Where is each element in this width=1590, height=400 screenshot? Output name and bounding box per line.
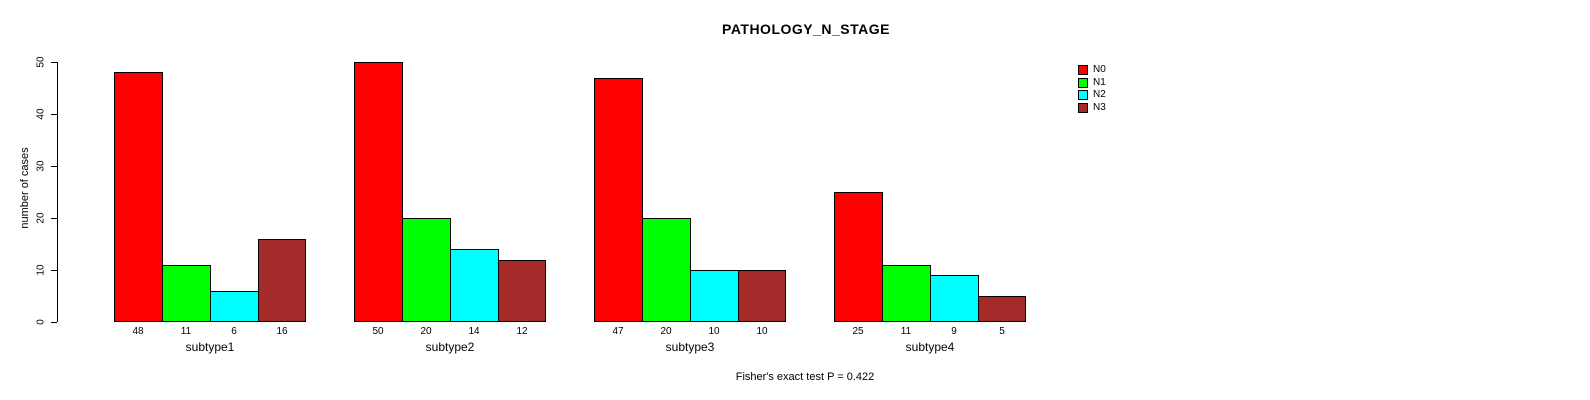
bar-value-label-subtype2-N1: 20 [420, 326, 432, 337]
bar-value-label-subtype4-N0: 25 [852, 326, 864, 337]
bar-value-label-subtype3-N2: 10 [708, 326, 720, 337]
bar-value-label-subtype1-N3: 16 [276, 326, 288, 337]
bar-subtype1-N2 [210, 290, 259, 322]
legend-label-N3: N3 [1093, 101, 1106, 113]
group-label-subtype2: subtype2 [425, 340, 475, 354]
legend-label-N2: N2 [1093, 89, 1106, 101]
y-tick-mark [51, 321, 57, 323]
bar-value-label-subtype4-N1: 11 [900, 326, 912, 337]
y-tick-label: 20 [35, 212, 47, 224]
legend-item-N3: N3 [1078, 102, 1106, 115]
bar-value-label-subtype4-N3: 5 [999, 326, 1005, 337]
group-label-subtype3: subtype3 [665, 340, 715, 354]
y-tick-mark [51, 113, 57, 115]
bar-subtype1-N1 [162, 264, 211, 322]
bar-subtype3-N2 [690, 270, 739, 322]
bar-value-label-subtype1-N0: 48 [132, 326, 144, 337]
bar-subtype4-N0 [834, 192, 883, 322]
bar-subtype4-N1 [882, 264, 931, 322]
y-tick-label: 0 [35, 319, 47, 325]
legend-swatch-N1 [1078, 77, 1088, 88]
legend: N0 N1 N2 N3 [1078, 64, 1106, 114]
bar-subtype2-N2 [450, 249, 499, 322]
bar-subtype2-N0 [354, 62, 403, 322]
y-tick-label: 40 [35, 108, 47, 120]
y-tick-label: 30 [35, 160, 47, 172]
bar-subtype3-N0 [594, 77, 643, 322]
legend-item-N1: N1 [1078, 77, 1106, 90]
y-axis-line [57, 62, 58, 322]
bar-subtype1-N3 [258, 238, 306, 322]
bar-value-label-subtype2-N0: 50 [372, 326, 384, 337]
y-tick-mark [51, 61, 57, 63]
y-tick-label: 10 [35, 264, 47, 276]
legend-item-N2: N2 [1078, 89, 1106, 102]
bar-subtype2-N1 [402, 218, 451, 322]
bar-value-label-subtype2-N2: 14 [468, 326, 480, 337]
bar-value-label-subtype1-N1: 11 [180, 326, 192, 337]
group-label-subtype4: subtype4 [905, 340, 955, 354]
bar-subtype3-N1 [642, 218, 691, 322]
legend-swatch-N3 [1078, 102, 1088, 113]
footer-stat-text: Fisher's exact test P = 0.422 [735, 371, 875, 383]
chart-title: PATHOLOGY_N_STAGE [722, 21, 890, 37]
y-tick-mark [51, 269, 57, 271]
legend-label-N1: N1 [1093, 76, 1106, 88]
legend-swatch-N2 [1078, 90, 1088, 101]
y-tick-label: 50 [35, 56, 47, 68]
bar-subtype3-N3 [738, 270, 786, 322]
legend-item-N0: N0 [1078, 64, 1106, 77]
y-tick-mark [51, 217, 57, 219]
bar-value-label-subtype2-N3: 12 [516, 326, 528, 337]
bar-subtype4-N3 [978, 296, 1026, 322]
legend-swatch-N0 [1078, 65, 1088, 76]
bar-subtype2-N3 [498, 259, 546, 322]
y-tick-mark [51, 165, 57, 167]
bar-subtype4-N2 [930, 275, 979, 322]
bar-value-label-subtype3-N1: 20 [660, 326, 672, 337]
group-label-subtype1: subtype1 [185, 340, 235, 354]
bar-subtype1-N0 [114, 72, 163, 322]
bar-value-label-subtype4-N2: 9 [951, 326, 957, 337]
bar-value-label-subtype1-N2: 6 [231, 326, 237, 337]
bar-value-label-subtype3-N0: 47 [612, 326, 624, 337]
legend-label-N0: N0 [1093, 64, 1106, 76]
bar-value-label-subtype3-N3: 10 [756, 326, 768, 337]
y-axis-title: number of cases [19, 147, 31, 229]
